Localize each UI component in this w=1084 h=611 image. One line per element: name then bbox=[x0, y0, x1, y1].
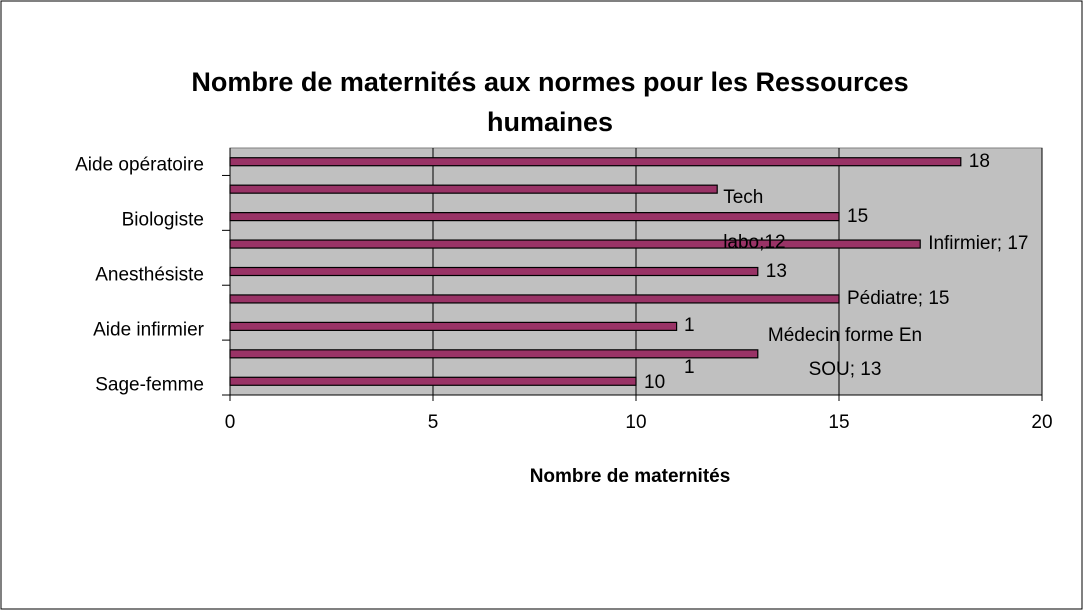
x-tick-label: 15 bbox=[828, 412, 849, 433]
annotation: 1 bbox=[684, 315, 695, 337]
bar bbox=[229, 349, 759, 359]
data-label: 13 bbox=[765, 260, 787, 282]
data-label: 18 bbox=[968, 150, 990, 172]
x-tick-label: 20 bbox=[1031, 412, 1052, 433]
bar bbox=[229, 321, 678, 331]
y-tick-label: Aide infirmier bbox=[93, 319, 205, 340]
data-label: 15 bbox=[847, 205, 869, 227]
x-tick-label: 10 bbox=[625, 412, 646, 433]
bar bbox=[229, 266, 759, 277]
data-label: 10 bbox=[644, 372, 666, 394]
y-tick-label: Sage-femme bbox=[95, 374, 204, 395]
bar bbox=[229, 376, 637, 386]
x-axis-title: Nombre de maternités bbox=[529, 466, 731, 487]
data-label: Pédiatre; 15 bbox=[847, 287, 950, 309]
x-tick-label: 5 bbox=[428, 412, 439, 433]
data-label: Infirmier; 17 bbox=[928, 233, 1029, 255]
x-tick-label: 0 bbox=[225, 412, 236, 433]
chart-title: Nombre de maternités aux normes pour les… bbox=[191, 67, 909, 137]
y-tick-label: Anesthésiste bbox=[95, 265, 204, 286]
bar bbox=[229, 184, 718, 194]
data-label: Médecin forme En SOU; 13 bbox=[767, 324, 923, 380]
bar bbox=[229, 239, 921, 249]
y-tick-label: Aide opératoire bbox=[75, 155, 204, 176]
bar bbox=[229, 294, 840, 304]
bar bbox=[229, 212, 840, 222]
y-tick-label: Biologiste bbox=[122, 210, 204, 231]
data-label: Tech labo;12 bbox=[723, 187, 786, 254]
bar bbox=[229, 157, 962, 167]
annotation: 1 bbox=[684, 356, 695, 378]
